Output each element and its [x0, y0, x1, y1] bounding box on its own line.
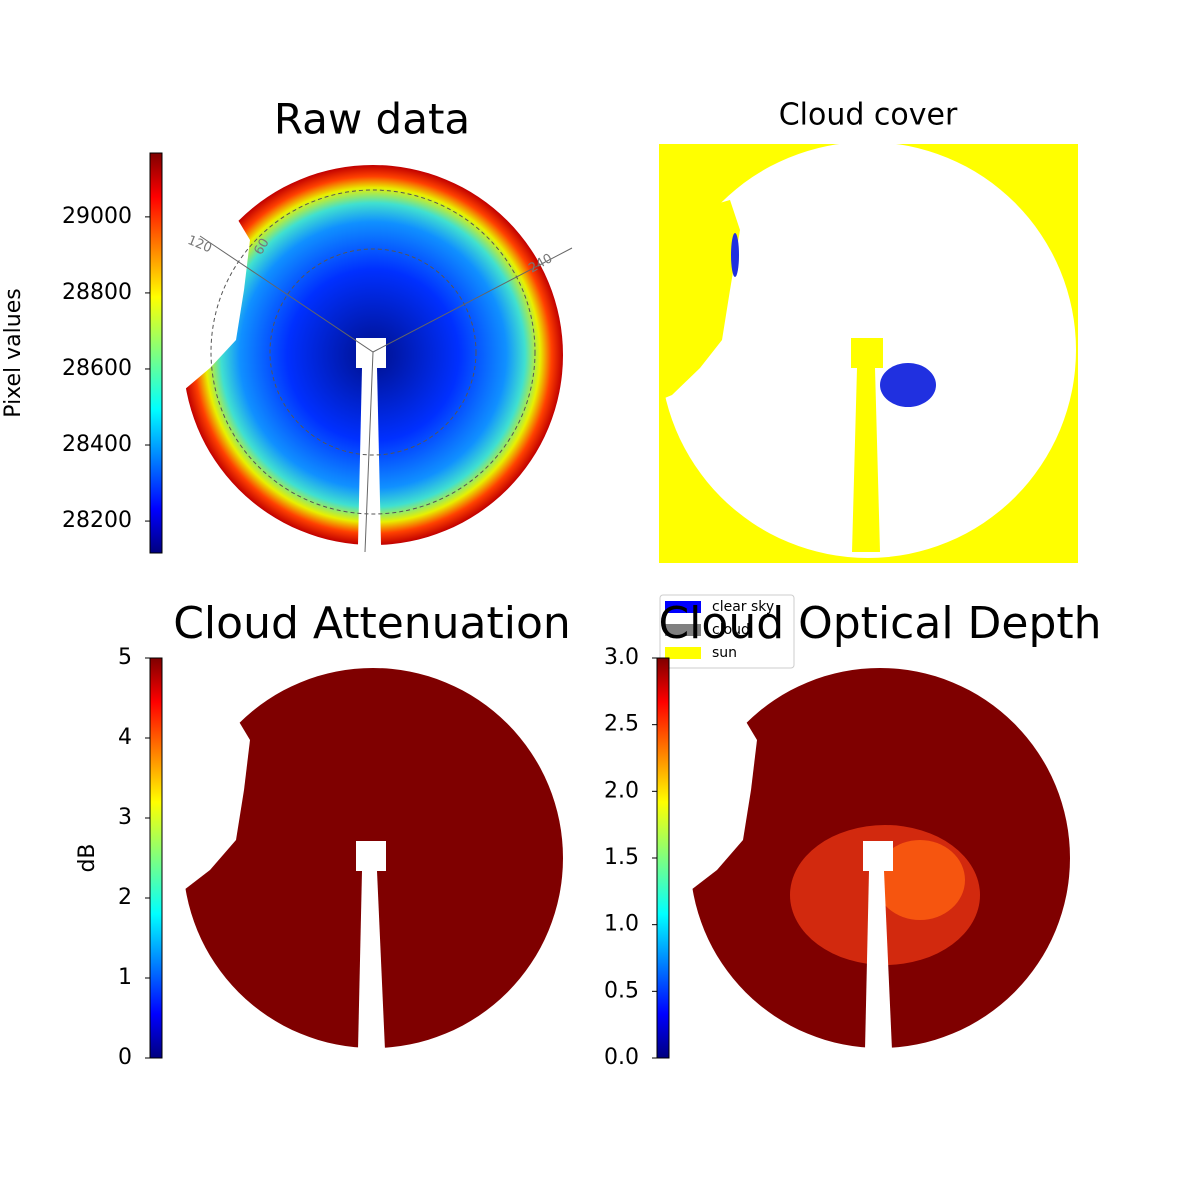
legend-swatch	[665, 647, 701, 659]
colorbar-tick-label: 29000	[62, 204, 132, 229]
colorbar	[149, 152, 163, 554]
colorbar-tick-label: 2.0	[604, 778, 639, 803]
colorbar-tick-label: 3	[118, 805, 132, 830]
raw-image	[170, 165, 573, 553]
cloud-cover-image	[659, 142, 1078, 563]
legend-swatch	[665, 601, 701, 613]
legend-label: cloud	[712, 622, 750, 638]
colorbar-tick-label: 3.0	[604, 645, 639, 670]
panel-title: Cloud cover	[779, 98, 958, 133]
panel-title: Cloud Optical Depth	[658, 598, 1101, 649]
colorbar-label: Pixel values	[1, 288, 26, 417]
colorbar	[656, 657, 670, 1059]
colorbar-tick-label: 0	[118, 1045, 132, 1070]
colorbar-tick-label: 28800	[62, 280, 132, 305]
panel-title: Raw data	[274, 95, 470, 144]
colorbar-tick-label: 2.5	[604, 712, 639, 737]
legend-label: sun	[712, 645, 737, 661]
colorbar-tick-label: 1	[118, 965, 132, 990]
colorbar-label: dB	[75, 843, 100, 872]
colorbar-tick-label: 28600	[62, 356, 132, 381]
colorbar-tick-label: 28200	[62, 508, 132, 533]
colorbar-tick-label: 0.5	[604, 978, 639, 1003]
colorbar-tick-label: 4	[118, 725, 132, 750]
colorbar-tick-label: 1.0	[604, 912, 639, 937]
legend-label: clear sky	[712, 599, 774, 615]
angle-label: 60	[252, 236, 273, 258]
optical-depth-image	[677, 668, 1070, 1050]
colorbar-tick-label: 1.5	[604, 845, 639, 870]
attenuation-image	[170, 668, 563, 1050]
colorbar-tick-label: 5	[118, 645, 132, 670]
colorbar-tick-label: 2	[118, 885, 132, 910]
colorbar-tick-label: 28400	[62, 432, 132, 457]
colorbar	[149, 657, 163, 1059]
colorbar-tick-label: 0.0	[604, 1045, 639, 1070]
legend-swatch	[665, 624, 701, 636]
panel-title: Cloud Attenuation	[173, 598, 571, 649]
